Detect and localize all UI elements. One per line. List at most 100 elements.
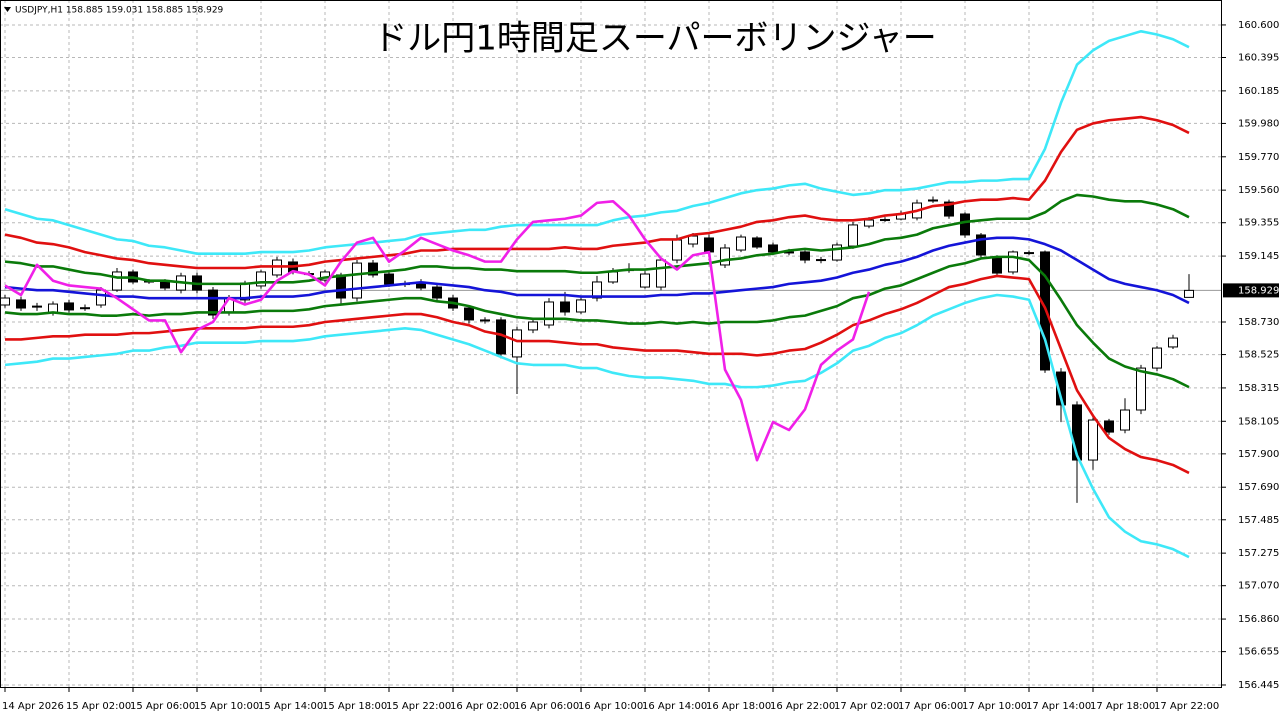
- y-tick-label: 158.730: [1238, 317, 1279, 328]
- x-tick-label: 15 Apr 22:00: [386, 701, 451, 712]
- x-tick-label: 15 Apr 02:00: [66, 701, 131, 712]
- candle-body: [752, 237, 762, 248]
- candle-body: [64, 302, 74, 311]
- candle-body: [48, 303, 58, 313]
- candle-body: [768, 244, 778, 253]
- candle-body: [16, 299, 26, 309]
- line-layer: [4, 29, 1190, 559]
- y-tick-label: 158.315: [1238, 383, 1279, 394]
- candle-body: [160, 281, 170, 289]
- candle-body: [928, 199, 938, 202]
- candle-body: [1168, 337, 1178, 348]
- y-tick-label: 157.275: [1238, 548, 1279, 559]
- x-tick-label: 15 Apr 18:00: [322, 701, 387, 712]
- candle-body: [672, 239, 682, 261]
- candle-body: [944, 201, 954, 217]
- indicator-line: [4, 255, 1190, 389]
- x-tick-label: 16 Apr 22:00: [770, 701, 835, 712]
- candle-body: [96, 289, 106, 306]
- candle-body: [832, 244, 842, 261]
- candle-body: [32, 305, 42, 308]
- candle-body: [384, 273, 394, 285]
- x-tick-label: 15 Apr 10:00: [194, 701, 259, 712]
- x-tick-label: 17 Apr 22:00: [1154, 701, 1219, 712]
- x-tick-label: 16 Apr 18:00: [706, 701, 771, 712]
- candle-body: [256, 271, 266, 287]
- candle-body: [1152, 347, 1162, 369]
- y-tick-label: 157.485: [1238, 515, 1279, 526]
- y-tick-label: 159.980: [1238, 118, 1279, 129]
- candle-body: [608, 271, 618, 283]
- y-tick-label: 157.690: [1238, 482, 1279, 493]
- candle-body: [112, 271, 122, 291]
- indicator-line: [4, 199, 871, 462]
- plot-frame: [0, 0, 1222, 688]
- candle-body: [864, 219, 874, 227]
- axis-layer: 160.600 160.395 160.185 159.980 159.770 159.5…: [2, 20, 1279, 712]
- candle-body: [1072, 404, 1082, 461]
- chart-title: ドル円1時間足スーパーボリンジャー: [373, 19, 937, 59]
- y-tick-label: 156.655: [1238, 647, 1279, 658]
- indicator-line: [4, 29, 1190, 255]
- y-tick-label: 159.145: [1238, 251, 1279, 262]
- candle-body: [336, 274, 346, 299]
- x-tick-label: 17 Apr 06:00: [898, 701, 963, 712]
- candle-body: [800, 251, 810, 261]
- candle-body: [368, 262, 378, 276]
- x-tick-label: 17 Apr 14:00: [1026, 701, 1091, 712]
- x-tick-label: 16 Apr 14:00: [642, 701, 707, 712]
- indicator-line: [4, 293, 1190, 559]
- candle-body: [816, 259, 826, 262]
- y-tick-label: 156.445: [1238, 680, 1279, 691]
- candle-body: [352, 262, 362, 299]
- y-tick-label: 156.860: [1238, 614, 1279, 625]
- candle-body: [1136, 367, 1146, 411]
- candle-body: [464, 307, 474, 321]
- x-tick-label: 15 Apr 14:00: [258, 701, 323, 712]
- x-tick-label: 16 Apr 02:00: [450, 701, 515, 712]
- candle-body: [1008, 251, 1018, 273]
- candle-body: [1024, 252, 1034, 255]
- y-tick-label: 158.525: [1238, 350, 1279, 361]
- candle-body: [544, 301, 554, 326]
- x-tick-label: 17 Apr 18:00: [1090, 701, 1155, 712]
- candle-body: [512, 329, 522, 358]
- candle-body: [656, 259, 666, 288]
- candle-body: [560, 301, 570, 313]
- candle-body: [480, 319, 490, 322]
- y-tick-label: 158.105: [1238, 416, 1279, 427]
- grid-layer: [0, 0, 1222, 688]
- candle-body: [640, 273, 650, 288]
- x-tick-label: 14 Apr 2026: [2, 701, 64, 712]
- candle-body: [80, 307, 90, 310]
- y-tick-label: 160.185: [1238, 86, 1279, 97]
- y-tick-label: 160.395: [1238, 53, 1279, 64]
- candle-body: [1056, 371, 1066, 406]
- indicator-line: [4, 236, 1190, 305]
- y-tick-label: 159.560: [1238, 185, 1279, 196]
- candle-body: [592, 281, 602, 299]
- x-tick-label: 17 Apr 02:00: [834, 701, 899, 712]
- x-tick-label: 16 Apr 10:00: [578, 701, 643, 712]
- y-tick-label: 157.900: [1238, 449, 1279, 460]
- y-tick-label: 159.355: [1238, 218, 1279, 229]
- candle-body: [976, 234, 986, 256]
- x-tick-label: 15 Apr 06:00: [130, 701, 195, 712]
- x-tick-label: 17 Apr 10:00: [962, 701, 1027, 712]
- y-tick-label: 160.600: [1238, 20, 1279, 31]
- candle-body: [208, 289, 218, 316]
- candle-body: [960, 213, 970, 236]
- info-text: USDJPY,H1 158.885 159.031 158.885 158.92…: [15, 6, 224, 16]
- info-marker: [4, 7, 11, 12]
- candle-body: [528, 321, 538, 331]
- y-tick-label: 157.070: [1238, 581, 1279, 592]
- candle-body: [1184, 289, 1194, 298]
- candle-body: [576, 299, 586, 313]
- x-tick-label: 16 Apr 06:00: [514, 701, 579, 712]
- last-price-box: [1223, 283, 1279, 298]
- y-tick-label: 159.770: [1238, 152, 1279, 163]
- candle-body: [432, 286, 442, 299]
